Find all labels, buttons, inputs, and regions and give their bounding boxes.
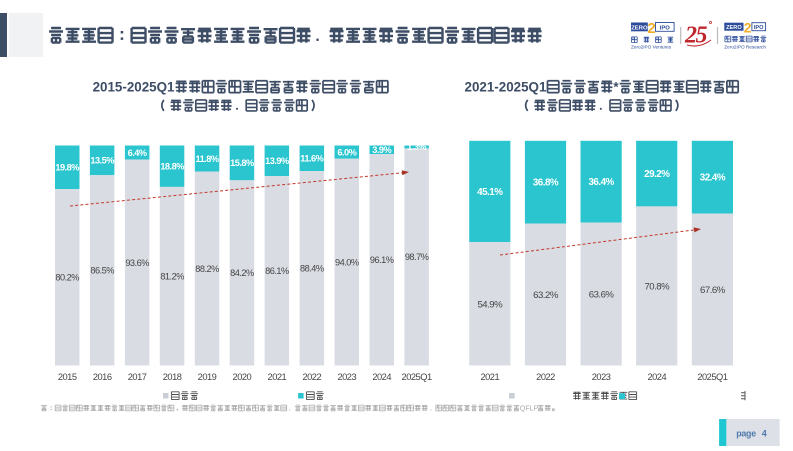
svg-text:QFLP: QFLP <box>520 406 539 413</box>
svg-text:2017: 2017 <box>128 372 147 382</box>
svg-text:86.5%: 86.5% <box>90 266 114 276</box>
svg-text:86.1%: 86.1% <box>265 266 289 276</box>
svg-text:13.9%: 13.9% <box>265 156 289 166</box>
svg-text:88.4%: 88.4% <box>300 264 324 274</box>
svg-text:2024: 2024 <box>647 372 666 382</box>
svg-text:Zero2IPO Research: Zero2IPO Research <box>724 44 766 49</box>
svg-text:63.6%: 63.6% <box>589 290 615 301</box>
svg-text:54.9%: 54.9% <box>477 299 503 310</box>
svg-text:IPO: IPO <box>660 26 671 32</box>
svg-text:1.3%: 1.3% <box>407 142 426 152</box>
svg-text:page: page <box>736 429 756 439</box>
svg-text:36.8%: 36.8% <box>533 178 559 189</box>
svg-text:63.2%: 63.2% <box>533 290 559 301</box>
svg-text:3.9%: 3.9% <box>372 145 391 155</box>
svg-text:2016: 2016 <box>93 372 112 382</box>
svg-text:*: * <box>613 80 619 95</box>
svg-text:2020: 2020 <box>233 372 252 382</box>
svg-text:6.4%: 6.4% <box>128 148 147 158</box>
svg-text:2024: 2024 <box>372 372 391 382</box>
svg-text:Zero2IPO Ventures: Zero2IPO Ventures <box>631 44 672 49</box>
svg-text:18.8%: 18.8% <box>160 162 184 172</box>
svg-text:36.4%: 36.4% <box>588 177 614 188</box>
svg-text:19.8%: 19.8% <box>55 163 79 173</box>
svg-text:2023: 2023 <box>592 372 611 382</box>
svg-text:2018: 2018 <box>163 372 182 382</box>
svg-text:2021: 2021 <box>480 372 499 382</box>
svg-text:67.6%: 67.6% <box>700 285 726 296</box>
svg-text:2015-2025Q1: 2015-2025Q1 <box>93 80 175 95</box>
svg-text:88.2%: 88.2% <box>195 264 219 274</box>
svg-text:4: 4 <box>762 429 767 439</box>
svg-text:11.8%: 11.8% <box>195 154 218 164</box>
svg-text:2025Q1: 2025Q1 <box>697 372 727 382</box>
svg-text:ZERO: ZERO <box>631 26 648 32</box>
svg-text:ZERO: ZERO <box>726 25 742 31</box>
svg-text:84.2%: 84.2% <box>230 268 254 278</box>
svg-text:98.7%: 98.7% <box>405 252 429 262</box>
svg-text:96.1%: 96.1% <box>370 255 394 265</box>
svg-text:2021-2025Q1: 2021-2025Q1 <box>465 80 547 95</box>
svg-text:2019: 2019 <box>198 372 217 382</box>
svg-text:70.8%: 70.8% <box>644 281 670 292</box>
svg-text:2: 2 <box>647 20 655 37</box>
svg-text:2: 2 <box>744 20 752 36</box>
svg-text:45.1%: 45.1% <box>477 187 503 198</box>
svg-text:94.0%: 94.0% <box>335 257 359 267</box>
svg-text:2022: 2022 <box>302 372 321 382</box>
svg-text:11.6%: 11.6% <box>300 154 323 164</box>
svg-text:6.0%: 6.0% <box>337 147 356 157</box>
svg-text:2015: 2015 <box>58 372 77 382</box>
svg-text:29.2%: 29.2% <box>644 169 670 180</box>
svg-text:2022: 2022 <box>536 372 555 382</box>
svg-text:15.8%: 15.8% <box>230 158 254 168</box>
svg-text:13.5%: 13.5% <box>90 156 114 166</box>
svg-text:IPO: IPO <box>754 25 764 31</box>
svg-text:93.6%: 93.6% <box>125 258 149 268</box>
svg-text:2021: 2021 <box>268 372 287 382</box>
svg-text:32.4%: 32.4% <box>700 173 726 184</box>
svg-text:2025Q1: 2025Q1 <box>402 372 432 382</box>
svg-text:81.2%: 81.2% <box>160 272 184 282</box>
svg-text:2023: 2023 <box>337 372 356 382</box>
svg-text:80.2%: 80.2% <box>55 273 79 283</box>
